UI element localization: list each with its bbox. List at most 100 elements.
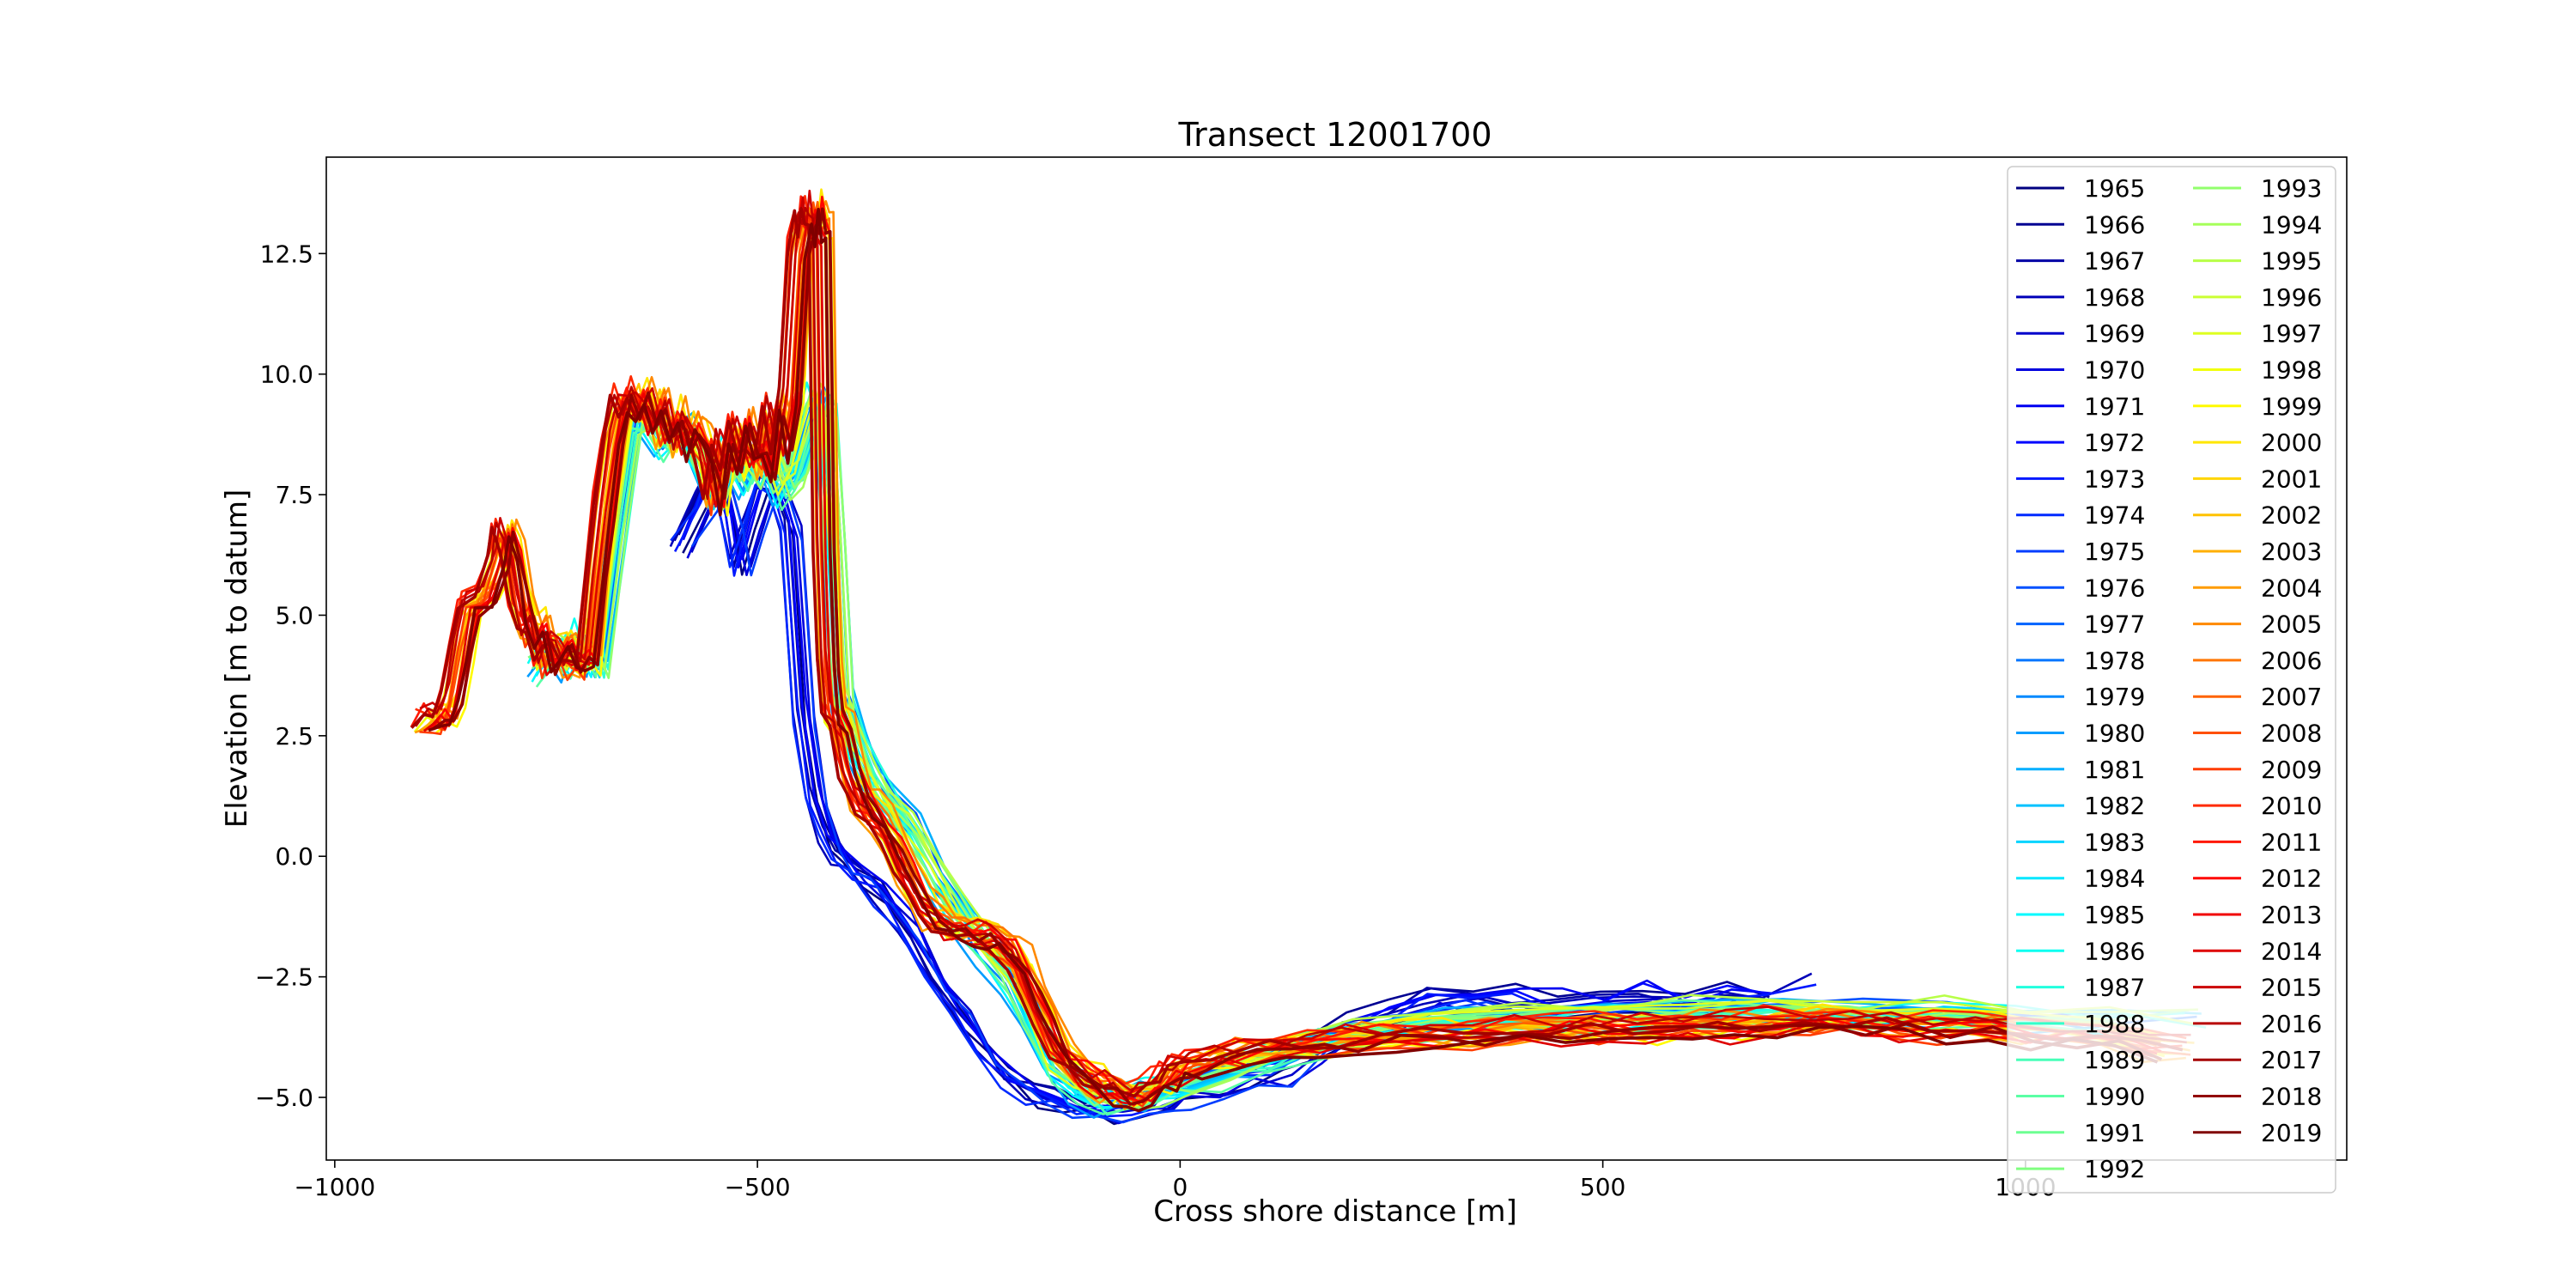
series-line-1974 [670, 469, 1720, 1115]
series-line-1997 [532, 391, 2105, 1097]
x-tick-label: −500 [725, 1173, 791, 1201]
series-line-2004 [414, 207, 2186, 1110]
series-line-1992 [527, 401, 2101, 1108]
legend-label-2014: 2014 [2261, 937, 2322, 965]
legend-label-1995: 1995 [2261, 247, 2322, 276]
legend-label-1986: 1986 [2084, 937, 2145, 965]
series-line-2001 [427, 205, 2157, 1099]
legend-label-1989: 1989 [2084, 1046, 2145, 1074]
y-tick-label: 12.5 [260, 240, 313, 268]
legend-label-1973: 1973 [2084, 465, 2145, 493]
legend-label-1979: 1979 [2084, 683, 2145, 711]
series-line-2016 [415, 207, 2187, 1101]
legend-label-2011: 2011 [2261, 828, 2322, 856]
legend-label-1969: 1969 [2084, 319, 2145, 348]
legend-label-1983: 1983 [2084, 828, 2145, 856]
legend-label-1996: 1996 [2261, 283, 2322, 312]
y-axis: −5.0 −2.5 0.0 2.5 5.0 7.5 10.0 12.5 [255, 240, 326, 1112]
legend-label-1971: 1971 [2084, 392, 2145, 421]
legend: 1965 1966 1967 1968 1969 1970 1971 1972 1973 1974… [2007, 166, 2336, 1194]
x-tick-label: 500 [1580, 1173, 1625, 1201]
legend-label-2006: 2006 [2261, 647, 2322, 675]
legend-label-1998: 1998 [2261, 356, 2322, 385]
legend-label-2002: 2002 [2261, 501, 2322, 530]
series-line-2014 [422, 213, 2154, 1106]
legend-label-2019: 2019 [2261, 1119, 2322, 1147]
legend-label-1965: 1965 [2084, 174, 2145, 203]
legend-label-2005: 2005 [2261, 611, 2322, 639]
series-line-2005 [435, 200, 2166, 1096]
legend-label-1994: 1994 [2261, 210, 2322, 239]
legend-label-1972: 1972 [2084, 428, 2145, 457]
series-line-2012 [431, 195, 2162, 1104]
y-tick-label: 0.0 [275, 842, 313, 871]
y-axis-label: Elevation [m to datum] [220, 489, 254, 829]
series-line-2010 [415, 195, 2187, 1085]
series-line-1998 [413, 211, 2186, 1106]
series-line-2000 [431, 188, 2161, 1090]
legend-label-2004: 2004 [2261, 574, 2322, 602]
legend-label-1990: 1990 [2084, 1083, 2145, 1111]
legend-label-1977: 1977 [2084, 611, 2145, 639]
y-tick-label: 7.5 [275, 481, 313, 509]
legend-label-1982: 1982 [2084, 792, 2145, 820]
legend-label-1978: 1978 [2084, 647, 2145, 675]
legend-label-1968: 1968 [2084, 283, 2145, 312]
series-line-2002 [422, 206, 2195, 1091]
legend-label-1999: 1999 [2261, 392, 2322, 421]
legend-label-2017: 2017 [2261, 1046, 2322, 1074]
legend-label-2000: 2000 [2261, 428, 2322, 457]
legend-label-2001: 2001 [2261, 465, 2322, 493]
series-line-1999 [434, 212, 2166, 1108]
legend-label-1966: 1966 [2084, 210, 2145, 239]
plot-frame [325, 156, 2348, 1161]
series-line-2008 [423, 201, 2153, 1107]
legend-label-2003: 2003 [2261, 538, 2322, 566]
legend-label-1988: 1988 [2084, 1010, 2145, 1038]
chart-title: Transect 12001700 [1177, 116, 1492, 154]
legend-label-2013: 2013 [2261, 901, 2322, 929]
y-tick-label: 5.0 [275, 601, 313, 629]
series-line-1982 [544, 387, 2202, 1102]
y-tick-label: 10.0 [260, 361, 313, 389]
series-line-2003 [418, 206, 2190, 1103]
legend-label-2016: 2016 [2261, 1010, 2322, 1038]
series-line-2019 [428, 208, 2159, 1113]
x-tick-label: 0 [1172, 1173, 1188, 1201]
y-tick-label: 2.5 [275, 722, 313, 750]
legend-label-2015: 2015 [2261, 974, 2322, 1002]
legend-label-1967: 1967 [2084, 247, 2145, 276]
y-tick-label: −2.5 [255, 963, 313, 992]
series-line-2006 [431, 200, 2161, 1093]
legend-label-1987: 1987 [2084, 974, 2145, 1002]
legend-box [2007, 166, 2336, 1194]
x-tick-label: −1000 [294, 1173, 375, 1201]
series-line-2017 [410, 207, 2184, 1098]
x-axis-label: Cross shore distance [m] [1153, 1194, 1517, 1229]
legend-label-1984: 1984 [2084, 865, 2145, 893]
legend-label-1997: 1997 [2261, 319, 2322, 348]
legend-label-1985: 1985 [2084, 901, 2145, 929]
legend-label-1975: 1975 [2084, 538, 2145, 566]
legend-label-2018: 2018 [2261, 1083, 2322, 1111]
legend-label-1974: 1974 [2084, 501, 2145, 530]
legend-label-2009: 2009 [2261, 756, 2322, 784]
legend-label-1980: 1980 [2084, 720, 2145, 748]
legend-label-1992: 1992 [2084, 1155, 2145, 1183]
legend-label-1976: 1976 [2084, 574, 2145, 602]
legend-label-1970: 1970 [2084, 356, 2145, 385]
legend-label-2010: 2010 [2261, 792, 2322, 820]
series-line-2009 [419, 218, 2191, 1108]
series-line-2013 [427, 213, 2158, 1103]
legend-label-2007: 2007 [2261, 683, 2322, 711]
series-line-2015 [419, 189, 2191, 1091]
legend-label-1981: 1981 [2084, 756, 2145, 784]
legend-label-2012: 2012 [2261, 865, 2322, 893]
y-tick-label: −5.0 [255, 1084, 313, 1112]
legend-label-1991: 1991 [2084, 1119, 2145, 1147]
series-line-2011 [410, 195, 2183, 1097]
legend-label-2008: 2008 [2261, 720, 2322, 748]
series-line-2018 [431, 207, 2163, 1106]
legend-label-1993: 1993 [2261, 174, 2322, 203]
